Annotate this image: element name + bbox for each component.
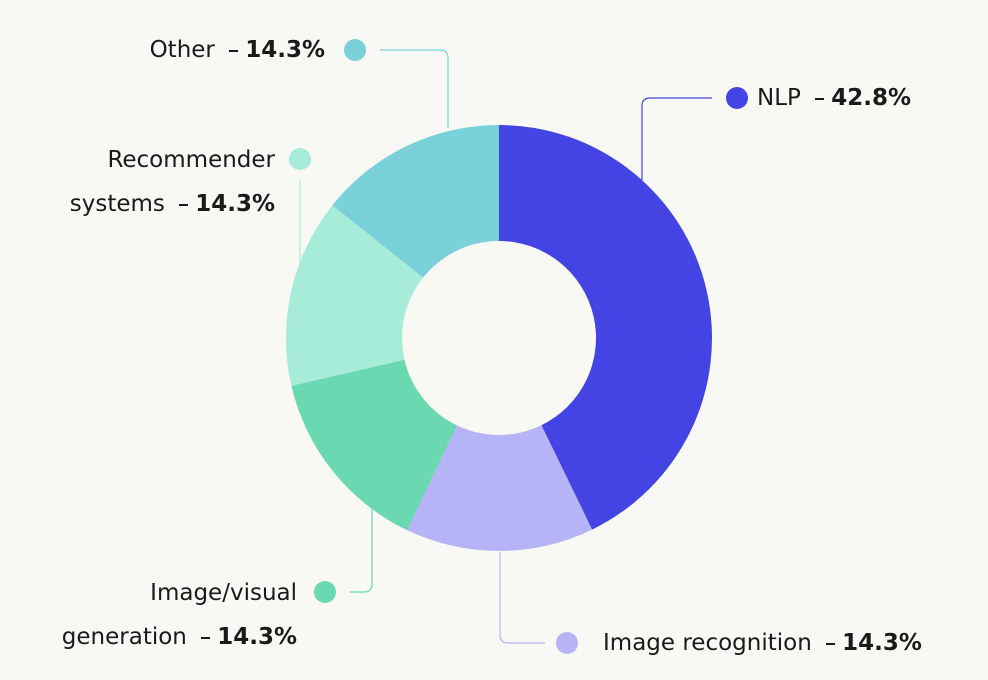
value-label: 14.3% [195,191,275,217]
separator [826,642,836,645]
slice-label: Recommender systems 14.3% [55,138,275,226]
value-label: 14.3% [842,630,922,656]
legend-dot [726,87,748,109]
donut-slice [332,125,499,278]
slice-label: Image/visual generation 14.3% [42,571,297,659]
legend-label: Other [149,37,215,63]
legend-dot [314,581,336,603]
legend-dot [344,39,366,61]
donut-slice [407,425,593,552]
donut-slice [291,359,458,531]
value-label: 42.8% [831,85,911,111]
leader-line [380,49,449,128]
legend-dot [556,632,578,654]
separator [229,49,239,52]
donut-slice [286,205,424,386]
leader-line [499,552,545,644]
slice-label: Other 14.3% [150,28,325,72]
separator [201,636,211,639]
legend-dot [289,148,311,170]
legend-label: NLP [757,85,801,111]
leader-line [350,508,373,593]
separator [179,203,189,206]
legend-label: Image recognition [603,630,812,656]
value-label: 14.3% [245,37,325,63]
leader-line [641,97,712,180]
donut-slice [499,125,712,530]
separator [815,97,825,100]
value-label: 14.3% [217,624,297,650]
slice-label: NLP 42.8% [757,76,911,120]
legend-label: Recommender systems [69,147,275,217]
legend-label: Image/visual generation [61,580,297,650]
slice-label: Image recognition 14.3% [603,621,922,665]
